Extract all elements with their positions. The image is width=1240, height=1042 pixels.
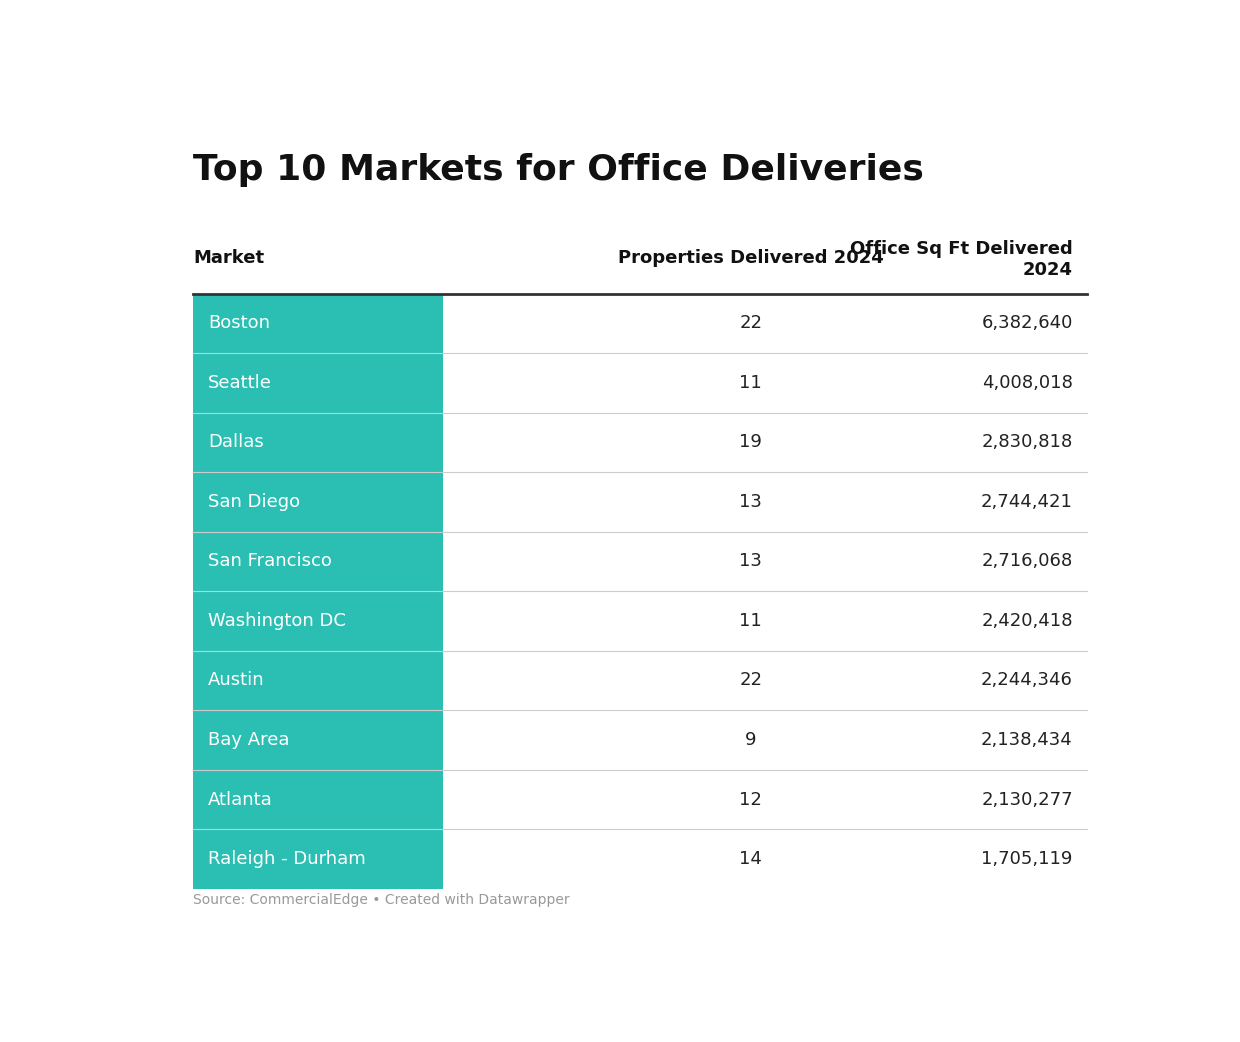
Text: 2,830,818: 2,830,818	[982, 433, 1073, 451]
Text: 19: 19	[739, 433, 763, 451]
Text: 4,008,018: 4,008,018	[982, 374, 1073, 392]
Text: Properties Delivered 2024: Properties Delivered 2024	[618, 249, 884, 268]
Bar	[193, 472, 444, 531]
Bar	[193, 651, 444, 711]
Bar	[193, 294, 444, 353]
Text: 11: 11	[739, 374, 763, 392]
Text: 13: 13	[739, 493, 763, 511]
Text: 2,420,418: 2,420,418	[981, 612, 1073, 630]
Bar	[193, 413, 444, 472]
Bar	[193, 353, 444, 413]
Text: 22: 22	[739, 315, 763, 332]
Text: 14: 14	[739, 850, 763, 868]
Text: 22: 22	[739, 671, 763, 690]
Bar	[193, 711, 444, 770]
Text: 2,244,346: 2,244,346	[981, 671, 1073, 690]
Bar	[193, 829, 444, 889]
Text: 6,382,640: 6,382,640	[981, 315, 1073, 332]
Text: Top 10 Markets for Office Deliveries: Top 10 Markets for Office Deliveries	[193, 153, 924, 188]
Text: 9: 9	[745, 731, 756, 749]
Text: San Francisco: San Francisco	[208, 552, 332, 570]
Text: Office Sq Ft Delivered
2024: Office Sq Ft Delivered 2024	[849, 240, 1073, 278]
Text: 2,138,434: 2,138,434	[981, 731, 1073, 749]
Text: 11: 11	[739, 612, 763, 630]
Text: Atlanta: Atlanta	[208, 791, 273, 809]
Text: Raleigh - Durham: Raleigh - Durham	[208, 850, 366, 868]
Bar	[193, 591, 444, 651]
Text: 2,130,277: 2,130,277	[981, 791, 1073, 809]
Bar	[193, 531, 444, 591]
Text: Washington DC: Washington DC	[208, 612, 346, 630]
Text: 2,716,068: 2,716,068	[982, 552, 1073, 570]
Text: Bay Area: Bay Area	[208, 731, 289, 749]
Text: 1,705,119: 1,705,119	[981, 850, 1073, 868]
Text: San Diego: San Diego	[208, 493, 300, 511]
Text: 12: 12	[739, 791, 763, 809]
Text: Seattle: Seattle	[208, 374, 272, 392]
Text: Dallas: Dallas	[208, 433, 264, 451]
Text: 13: 13	[739, 552, 763, 570]
Bar	[193, 770, 444, 829]
Text: Market: Market	[193, 249, 264, 268]
Text: Source: CommercialEdge • Created with Datawrapper: Source: CommercialEdge • Created with Da…	[193, 893, 570, 908]
Text: 2,744,421: 2,744,421	[981, 493, 1073, 511]
Text: Boston: Boston	[208, 315, 270, 332]
Text: Austin: Austin	[208, 671, 264, 690]
